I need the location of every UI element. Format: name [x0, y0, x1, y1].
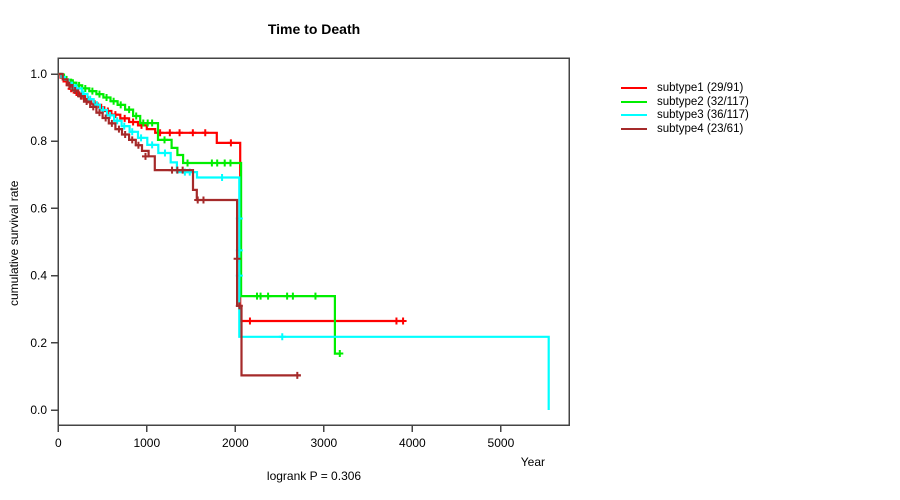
censor-mark: [184, 159, 192, 167]
censor-mark: [176, 129, 184, 137]
censor-mark: [179, 166, 187, 174]
x-tick-label: 5000: [488, 436, 515, 450]
censor-mark: [161, 136, 169, 144]
y-tick-label: 0.8: [30, 134, 47, 148]
censor-mark: [161, 149, 169, 157]
censor-mark: [95, 90, 103, 98]
x-tick-label: 4000: [399, 436, 426, 450]
legend-line-swatch: [621, 128, 647, 131]
legend-item: subtype2 (32/117): [621, 95, 749, 109]
censor-mark: [235, 302, 243, 310]
censor-mark: [121, 130, 129, 138]
censor-mark: [189, 129, 197, 137]
y-tick-label: 0.6: [30, 201, 47, 215]
censor-mark: [137, 134, 145, 142]
censor-mark: [132, 112, 140, 120]
censor-mark: [113, 117, 121, 125]
y-tick-label: 0.0: [30, 403, 47, 417]
logrank-annotation: logrank P = 0.306: [266, 469, 362, 483]
censor-mark: [115, 125, 123, 133]
censor-mark: [134, 141, 142, 149]
x-axis-title: Year: [520, 455, 545, 469]
censor-mark: [89, 103, 97, 111]
censor-mark: [278, 333, 286, 341]
censor-mark: [166, 129, 174, 137]
legend-label: subtype2 (32/117): [657, 95, 749, 108]
censor-mark: [199, 196, 207, 204]
x-tick-label: 0: [55, 436, 62, 450]
censor-mark: [226, 159, 234, 167]
y-tick-label: 1.0: [30, 67, 47, 81]
survival-curve: [58, 72, 550, 410]
censor-mark: [264, 292, 272, 300]
plot-box: [57, 57, 570, 426]
censor-mark: [120, 122, 128, 130]
y-tick-label: 0.4: [30, 269, 47, 283]
censor-mark: [117, 101, 125, 109]
censor-mark: [213, 159, 221, 167]
censor-mark: [392, 317, 400, 325]
legend-line-swatch: [621, 114, 647, 117]
censor-mark: [128, 128, 136, 136]
y-tick-label: 0.2: [30, 336, 47, 350]
censor-mark: [311, 292, 319, 300]
censor-mark: [128, 136, 136, 144]
censor-mark: [246, 317, 254, 325]
legend-label: subtype4 (23/61): [657, 123, 744, 136]
legend-line-swatch: [621, 86, 647, 89]
censor-mark: [108, 119, 116, 127]
censor-mark: [121, 114, 129, 122]
legend-label: subtype1 (29/91): [657, 81, 744, 94]
censor-mark: [103, 94, 111, 102]
censor-mark: [201, 129, 209, 137]
legend-line-swatch: [621, 100, 647, 103]
censor-mark: [148, 119, 156, 127]
censor-mark: [289, 292, 297, 300]
censor-mark: [95, 109, 103, 117]
legend-item: subtype4 (23/61): [621, 122, 749, 136]
censor-mark: [110, 97, 118, 105]
censor-mark: [218, 173, 226, 181]
chart-title: Time to Death: [267, 21, 361, 37]
censor-mark: [65, 81, 73, 89]
survival-curve: [58, 72, 341, 355]
censor-mark: [81, 84, 89, 92]
censor-mark: [293, 371, 301, 379]
x-tick-label: 3000: [311, 436, 338, 450]
censor-mark: [129, 118, 137, 126]
censor-mark: [257, 292, 265, 300]
censor-mark: [141, 152, 149, 160]
survival-curve: [58, 72, 301, 377]
x-tick-label: 1000: [133, 436, 160, 450]
censor-mark: [148, 141, 156, 149]
x-tick-label: 2000: [222, 436, 249, 450]
legend: subtype1 (29/91) subtype2 (32/117) subtype…: [621, 81, 749, 136]
censor-mark: [71, 86, 79, 94]
censor-mark: [399, 317, 407, 325]
legend-label: subtype3 (36/117): [657, 109, 749, 122]
censor-mark: [336, 350, 344, 358]
legend-item: subtype3 (36/117): [621, 109, 749, 123]
censor-mark: [125, 106, 133, 114]
censor-mark: [102, 114, 110, 122]
censor-mark: [77, 92, 85, 100]
censor-mark: [233, 255, 241, 263]
legend-item: subtype1 (29/91): [621, 81, 749, 95]
censor-mark: [106, 111, 114, 119]
censor-mark: [88, 87, 96, 95]
censor-mark: [227, 139, 235, 147]
censor-mark: [83, 98, 91, 106]
